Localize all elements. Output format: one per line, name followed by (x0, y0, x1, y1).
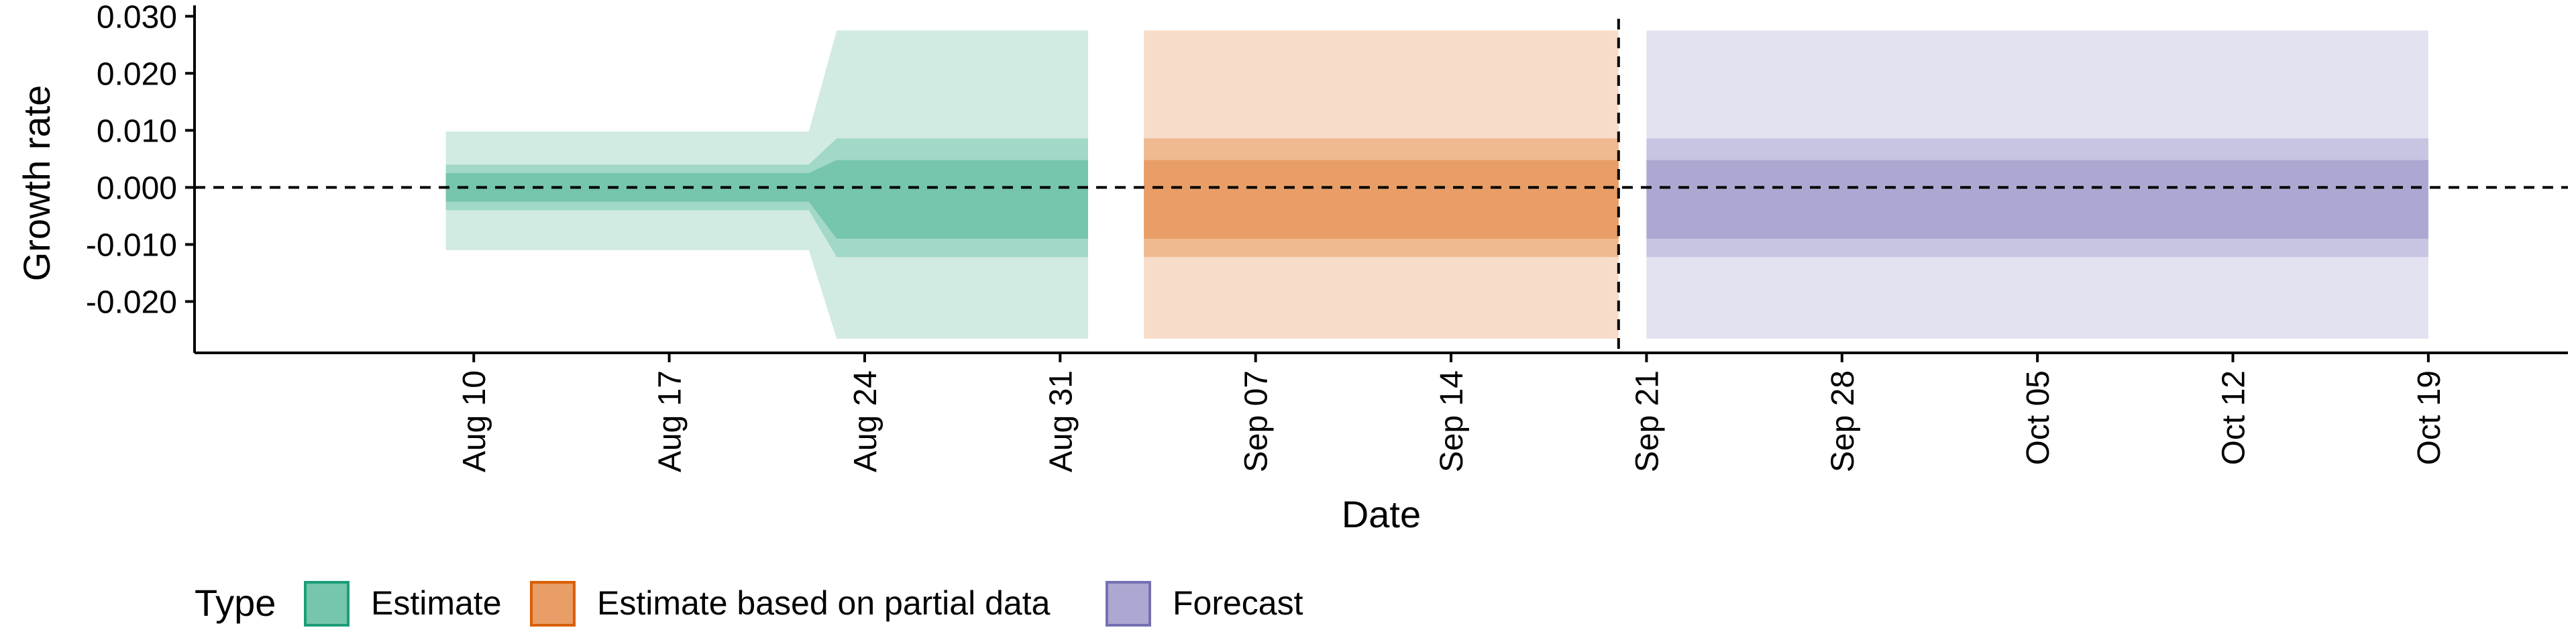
x-tick-label: Sep 28 (1825, 370, 1861, 472)
y-tick-label: 0.020 (97, 56, 177, 92)
legend-key-estimate-based-on-partial-data (530, 581, 576, 627)
reference-lines (195, 19, 2568, 353)
y-tick-label: -0.010 (86, 227, 177, 263)
y-tick-label: 0.000 (97, 170, 177, 206)
legend-label-estimate: Estimate (371, 584, 502, 622)
x-tick-label: Oct 19 (2412, 370, 2447, 465)
x-tick-label: Aug 31 (1043, 370, 1079, 472)
forecast-band20 (1646, 160, 2428, 239)
x-tick-label: Sep 21 (1629, 370, 1665, 472)
y-axis-title: Growth rate (15, 85, 58, 282)
x-tick-label: Sep 14 (1434, 370, 1470, 472)
y-axis-ticks: 0.030 0.020 0.010 0.000 -0.010 -0.020 (86, 0, 195, 320)
axes (193, 5, 2568, 354)
estimate-based-on-partial-data-band20 (1144, 160, 1619, 239)
y-tick-label: -0.020 (86, 284, 177, 320)
x-tick-label: Aug 10 (457, 370, 492, 472)
x-axis-ticks: Aug 10 Aug 17 Aug 24 Aug 31 Sep 07 Sep 14 Sep … (457, 353, 2447, 472)
legend-title: Type (195, 582, 276, 624)
x-tick-label: Aug 24 (848, 370, 883, 472)
legend-key-forecast (1106, 581, 1151, 627)
x-tick-label: Sep 07 (1239, 370, 1275, 472)
legend-label-estimate-based-on-partial-data: Estimate based on partial data (597, 584, 1051, 622)
legend-label-forecast: Forecast (1173, 584, 1303, 622)
x-tick-label: Aug 17 (653, 370, 688, 472)
legend: Type Estimate Estimate based on partial d… (195, 581, 1303, 627)
y-tick-label: 0.010 (97, 113, 177, 149)
x-tick-label: Oct 12 (2216, 370, 2252, 465)
legend-key-estimate (304, 581, 350, 627)
y-tick-label: 0.030 (97, 0, 177, 35)
x-axis-title: Date (1342, 493, 1421, 535)
x-tick-label: Oct 05 (2021, 370, 2056, 465)
estimate-band20 (445, 160, 1088, 239)
band-layer (445, 30, 2428, 339)
